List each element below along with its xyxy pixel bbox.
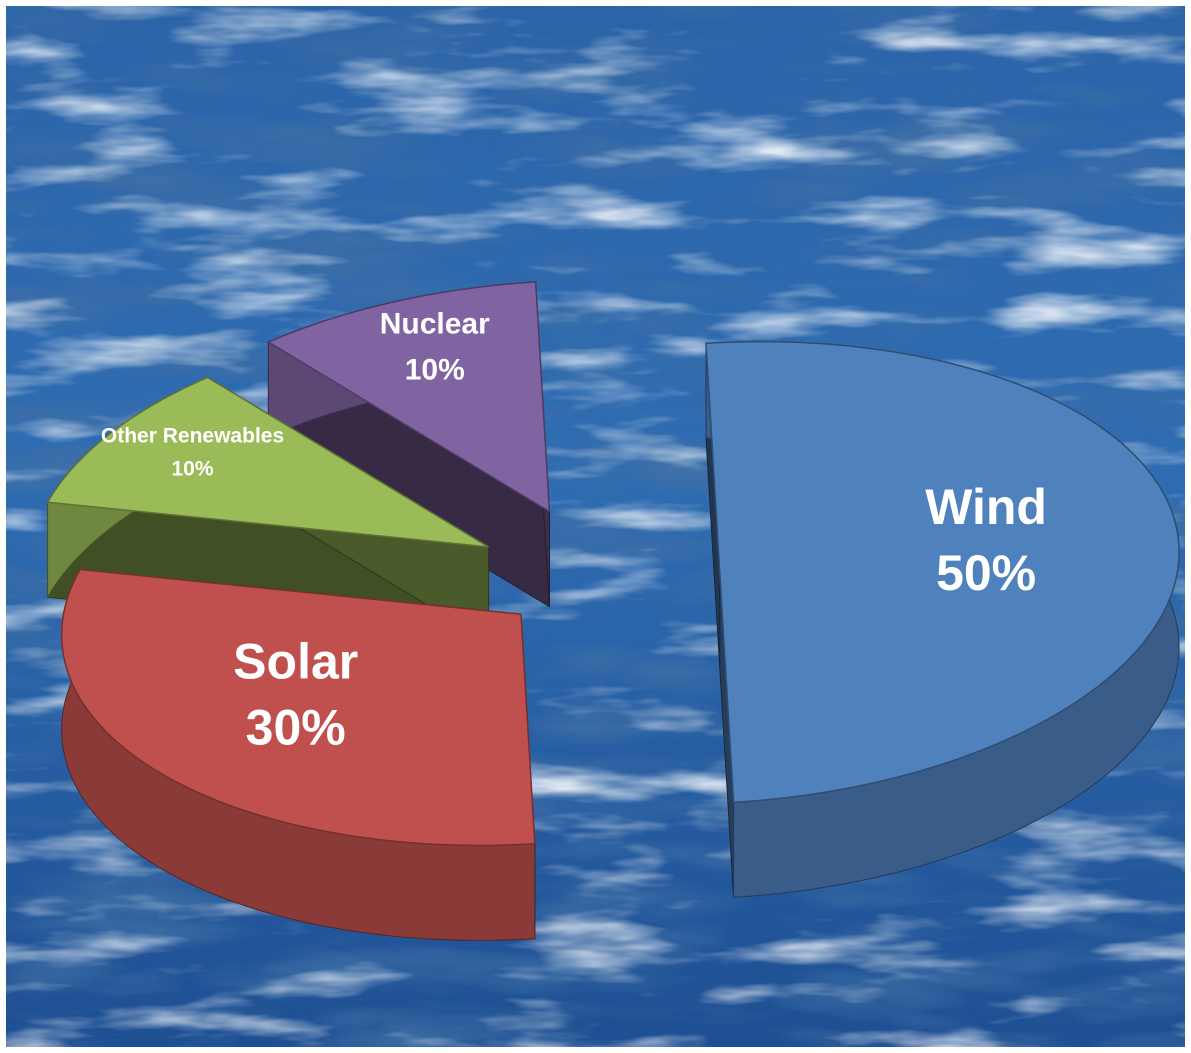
slice-wind-top bbox=[705, 340, 1180, 804]
slice-value-nuclear: 10% bbox=[405, 353, 465, 386]
slice-other-renewables-top bbox=[46, 376, 489, 548]
slice-other-renewables bbox=[46, 376, 490, 643]
slice-label-nuclear: Nuclear bbox=[380, 307, 490, 340]
slice-label-other-renewables: Other Renewables bbox=[101, 425, 284, 448]
slice-nuclear-top bbox=[266, 281, 551, 513]
slice-value-other-renewables: 10% bbox=[172, 458, 214, 481]
slice-label-wind: Wind bbox=[925, 479, 1047, 535]
pie-labels: Wind 50% Solar 30% Other Renewables 10% Nuclea… bbox=[101, 307, 1047, 755]
slice-value-solar: 30% bbox=[246, 700, 346, 756]
slice-value-wind: 50% bbox=[936, 545, 1036, 601]
slice-label-solar: Solar bbox=[233, 634, 358, 690]
pie-slices bbox=[46, 281, 1180, 941]
slice-wind bbox=[705, 340, 1180, 898]
slice-solar-top bbox=[60, 568, 536, 847]
slice-solar bbox=[60, 568, 536, 941]
